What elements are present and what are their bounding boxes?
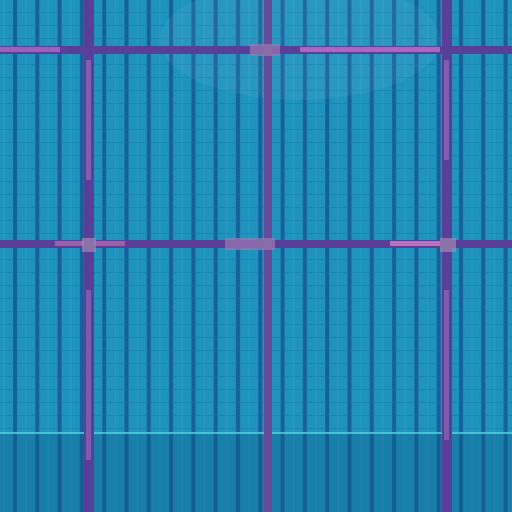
- bus-highlight: [86, 290, 91, 460]
- bus: [264, 0, 272, 512]
- bus-highlight: [390, 241, 440, 246]
- junctions: [82, 44, 456, 252]
- junction: [82, 238, 96, 252]
- junction: [250, 44, 280, 56]
- boundary-line: [0, 432, 512, 434]
- bus: [442, 0, 452, 512]
- vertical-buses: [84, 0, 452, 512]
- bus-highlight: [444, 290, 449, 440]
- bus-highlight: [86, 60, 91, 180]
- bus: [84, 0, 94, 512]
- junction: [440, 238, 456, 252]
- lower-region: [0, 434, 512, 512]
- bus-highlight: [300, 47, 440, 52]
- bus-highlight: [0, 47, 60, 52]
- junction: [225, 238, 275, 250]
- bus-highlight: [444, 60, 449, 160]
